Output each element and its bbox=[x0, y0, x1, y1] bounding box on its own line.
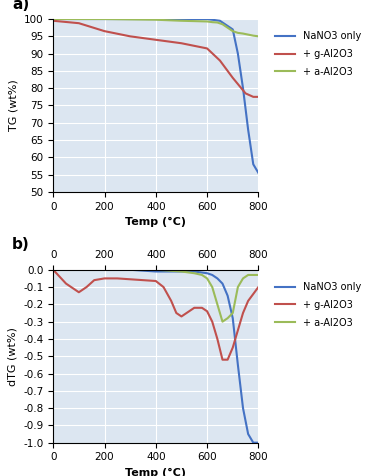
Legend: NaNO3 only, + g-Al2O3, + a-Al2O3: NaNO3 only, + g-Al2O3, + a-Al2O3 bbox=[271, 27, 365, 81]
Legend: NaNO3 only, + g-Al2O3, + a-Al2O3: NaNO3 only, + g-Al2O3, + a-Al2O3 bbox=[271, 278, 365, 331]
X-axis label: Temp (°C): Temp (°C) bbox=[125, 468, 186, 476]
Y-axis label: TG (wt%): TG (wt%) bbox=[8, 79, 18, 131]
X-axis label: Temp (°C): Temp (°C) bbox=[125, 217, 186, 228]
Text: b): b) bbox=[12, 238, 30, 252]
Text: a): a) bbox=[12, 0, 29, 12]
Y-axis label: dTG (wt%): dTG (wt%) bbox=[8, 327, 18, 386]
